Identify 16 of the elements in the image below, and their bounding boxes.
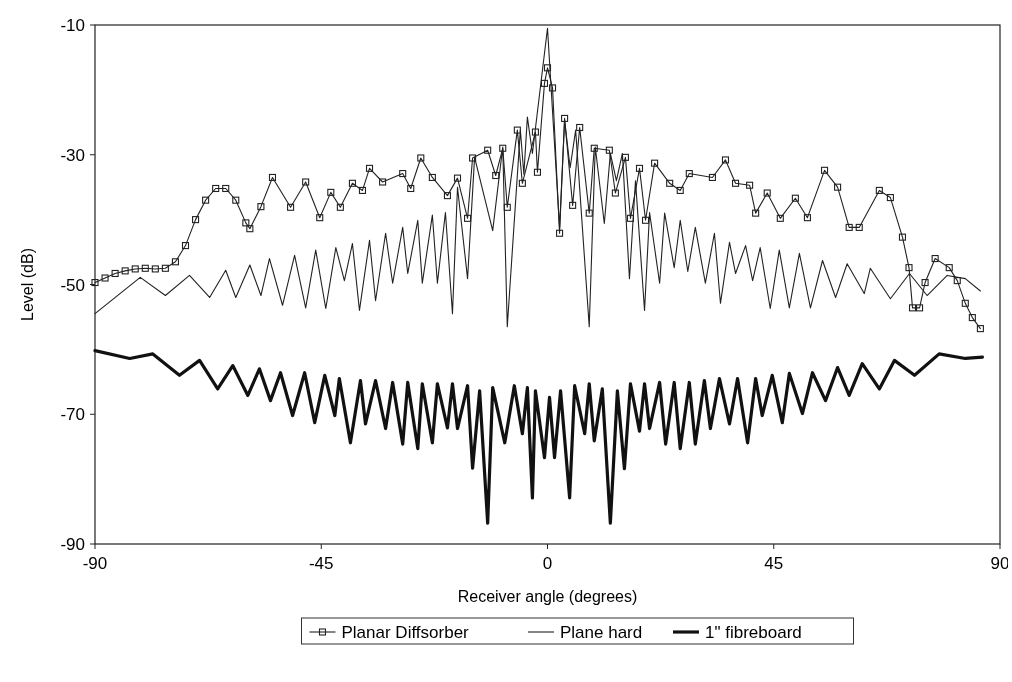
y-tick-label: -90: [60, 535, 85, 554]
y-tick-label: -10: [60, 16, 85, 35]
y-tick-label: -50: [60, 275, 85, 295]
legend-label: 1" fibreboard: [705, 623, 802, 642]
y-tick-label: -70: [60, 405, 85, 425]
line-series: [93, 349, 984, 525]
x-tick-label: -90: [82, 554, 108, 573]
x-tick-label: 90: [990, 554, 1010, 573]
y-axis-title: Level (dB): [19, 248, 36, 321]
y-tick-label: -30: [60, 145, 85, 165]
x-tick-label: 0: [542, 554, 553, 573]
x-tick-label: -45: [308, 554, 334, 573]
x-tick-label: 45: [764, 554, 784, 573]
legend-label: Planar Diffsorber: [341, 623, 470, 642]
legend-label: Plane hard: [560, 623, 643, 642]
x-axis-title: Receiver angle (degrees): [457, 588, 638, 605]
